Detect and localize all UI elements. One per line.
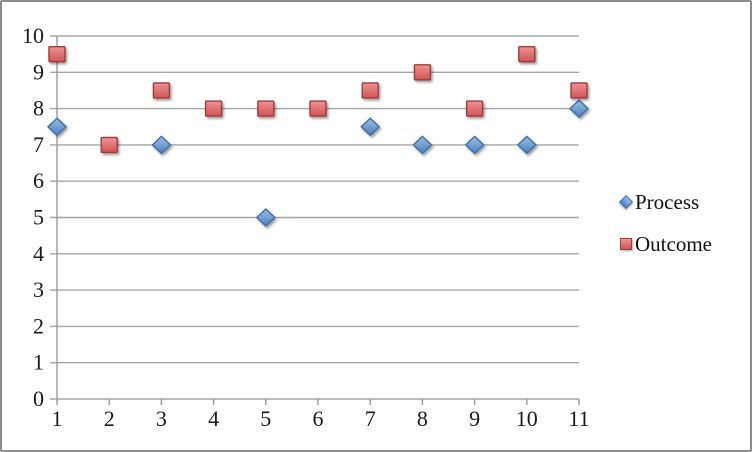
marker-outcome [465,100,484,117]
y-axis-tick-label: 10 [22,23,44,48]
x-axis-tick-label: 4 [208,406,219,431]
legend-label-process: Process [635,190,700,214]
y-axis-tick-label: 1 [33,350,44,375]
marker-outcome [48,45,66,63]
marker-process [568,99,590,119]
x-axis-tick-label: 2 [104,406,115,431]
y-axis-tick-label: 5 [33,205,44,230]
x-axis-tick-label: 5 [260,406,271,431]
marker-process [360,117,381,137]
marker-outcome [152,82,171,99]
legend-item-process: Process [618,189,712,215]
marker-process [46,117,68,137]
x-axis-tick-label: 11 [568,406,589,431]
marker-outcome [361,82,379,99]
marker-process [464,135,485,155]
y-axis-tick-label: 6 [33,168,44,193]
x-axis-tick-label: 7 [365,406,376,431]
y-axis-tick-label: 2 [33,313,44,338]
marker-process [516,135,537,155]
y-axis-tick-label: 9 [33,59,44,84]
legend: Process Outcome [618,189,712,273]
marker-process [255,208,276,227]
marker-outcome [413,64,432,81]
marker-outcome [309,100,327,117]
outcome-square-icon [620,238,632,250]
x-axis-tick-label: 1 [52,406,63,431]
marker-process [151,135,172,155]
marker-process [412,135,433,155]
x-axis-tick-label: 8 [417,406,428,431]
marker-outcome [257,100,275,117]
y-axis-tick-label: 3 [33,277,44,302]
marker-outcome [204,100,223,117]
marker-outcome [518,45,536,63]
y-axis-tick-label: 7 [33,132,44,157]
x-axis-tick-label: 9 [469,406,480,431]
marker-outcome [570,82,588,99]
x-axis-tick-label: 10 [516,406,538,431]
x-axis-tick-label: 3 [156,406,167,431]
legend-item-outcome: Outcome [619,231,712,257]
y-axis-tick-label: 0 [33,386,44,411]
process-diamond-icon [618,194,634,210]
legend-label-outcome: Outcome [635,232,712,256]
x-axis-tick-label: 6 [313,406,324,431]
marker-outcome [100,136,118,154]
y-axis-tick-label: 4 [33,241,44,266]
y-axis-tick-label: 8 [33,96,44,121]
